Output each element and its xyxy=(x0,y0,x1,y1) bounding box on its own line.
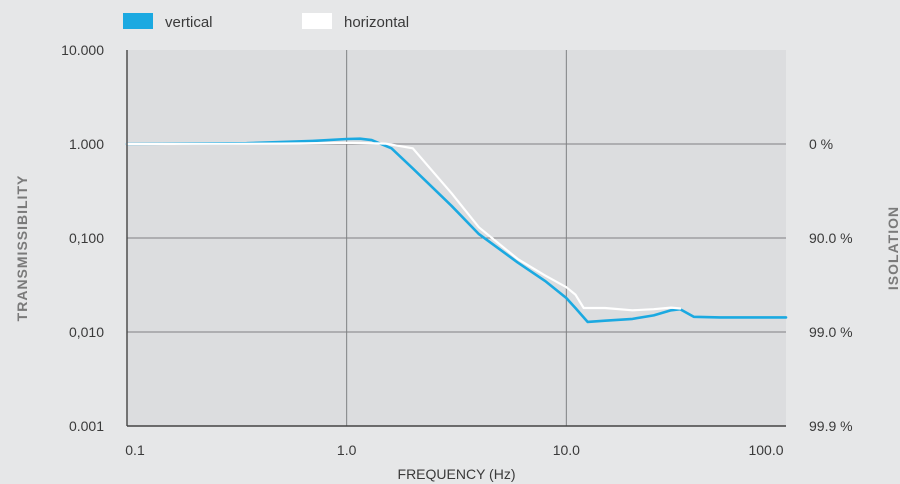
y2-tick-label: 0 % xyxy=(809,136,833,152)
series-line-horizontal xyxy=(125,141,682,312)
y-tick-label: 10.000 xyxy=(61,42,104,58)
legend-swatch-horizontal xyxy=(302,13,332,29)
series-lines xyxy=(125,137,788,324)
legend: vertical horizontal xyxy=(123,13,409,31)
y-axis-title: TRANSMISSIBILITY xyxy=(14,175,30,322)
y2-tick-label: 99.0 % xyxy=(809,324,853,340)
y2-axis-title: ISOLATION xyxy=(885,206,900,290)
legend-label-vertical: vertical xyxy=(165,14,213,31)
y2-tick-label: 90.0 % xyxy=(809,230,853,246)
legend-label-horizontal: horizontal xyxy=(344,14,409,31)
x-axis-title: FREQUENCY (Hz) xyxy=(398,466,516,482)
legend-swatch-vertical xyxy=(123,13,153,29)
y-tick-label: 0.001 xyxy=(69,418,104,434)
x-tick-label: 100.0 xyxy=(748,442,783,458)
y-tick-label: 0,010 xyxy=(69,324,104,340)
y-tick-label: 1.000 xyxy=(69,136,104,152)
x-tick-label: 1.0 xyxy=(337,442,357,458)
axes: 10.000 1.000 0,100 0,010 0.001 0 % 90.0 % 99.0 … xyxy=(14,42,900,482)
y2-tick-label: 99.9 % xyxy=(809,418,853,434)
y-tick-label: 0,100 xyxy=(69,230,104,246)
x-tick-label: 0.1 xyxy=(125,442,145,458)
x-tick-label: 10.0 xyxy=(553,442,580,458)
series-line-vertical xyxy=(125,137,788,324)
